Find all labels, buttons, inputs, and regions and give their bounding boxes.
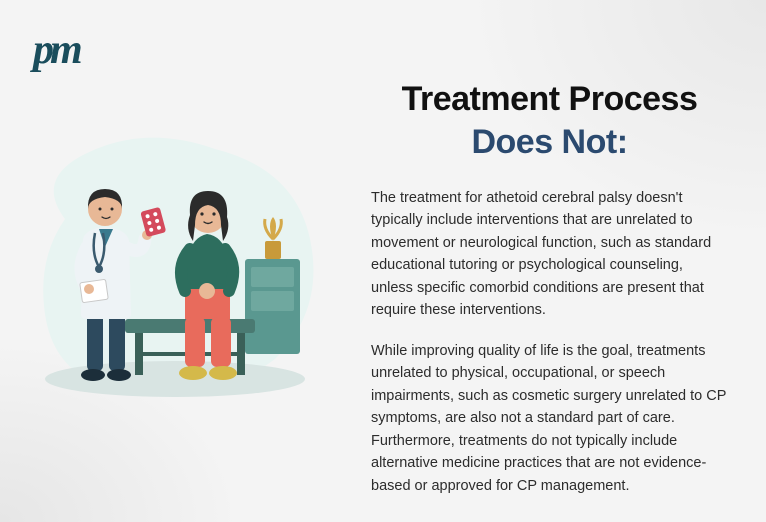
logo: pm <box>33 26 335 74</box>
paragraph-2: While improving quality of life is the g… <box>363 340 736 497</box>
cabinet-drawer <box>251 291 294 311</box>
page-title: Treatment Process Does Not: <box>363 78 736 163</box>
cabinet-drawer <box>251 267 294 287</box>
paragraph-1: The treatment for athetoid cerebral pals… <box>363 187 736 322</box>
right-column: Treatment Process Does Not: The treatmen… <box>363 30 736 492</box>
page-container: pm <box>0 0 766 522</box>
doctor-patient-illustration <box>25 129 325 409</box>
title-accent: Does Not: <box>471 123 627 161</box>
title-prefix: Treatment Process <box>402 80 698 118</box>
floor-shadow <box>45 361 305 397</box>
left-column: pm <box>25 30 335 492</box>
